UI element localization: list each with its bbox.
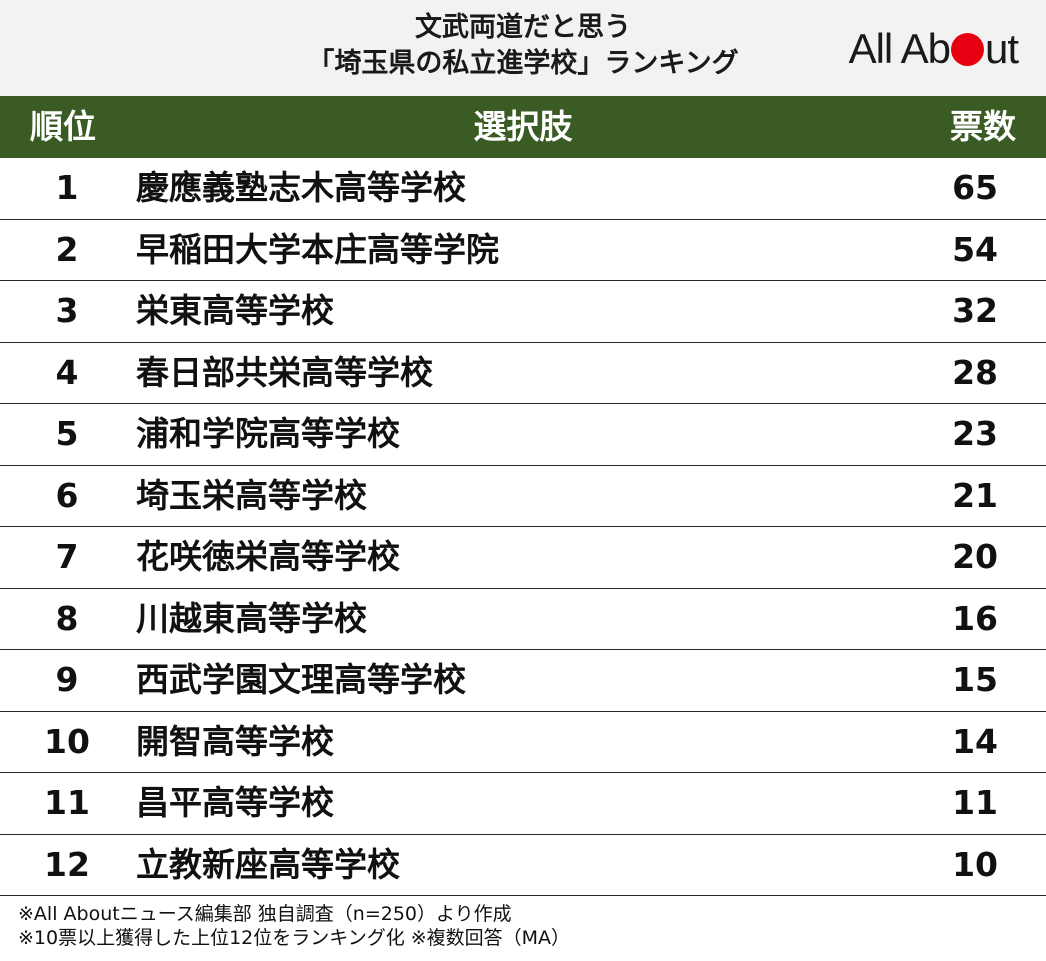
vote-count-cell: 14 bbox=[952, 721, 998, 761]
school-name-cell: 埼玉栄高等学校 bbox=[136, 475, 367, 515]
logo-text-end: ut bbox=[984, 25, 1019, 72]
column-header-name: 選択肢 bbox=[473, 107, 573, 146]
vote-count-cell: 23 bbox=[952, 414, 998, 453]
table-row: 11 昌平高等学校 11 bbox=[0, 773, 1046, 835]
table-row: 7 花咲徳栄高等学校 20 bbox=[0, 527, 1046, 589]
school-name-cell: 早稲田大学本庄高等学院 bbox=[136, 229, 499, 269]
vote-count-cell: 15 bbox=[952, 660, 998, 699]
vote-count-cell: 11 bbox=[952, 783, 998, 822]
school-name-cell: 栄東高等学校 bbox=[136, 291, 334, 330]
rank-cell: 10 bbox=[44, 721, 90, 761]
table-row: 3 栄東高等学校 32 bbox=[0, 281, 1046, 343]
table-row: 2 早稲田大学本庄高等学院 54 bbox=[0, 220, 1046, 281]
chart-title-line1: 文武両道だと思う bbox=[415, 12, 631, 43]
logo-red-dot-icon bbox=[950, 33, 984, 66]
school-name-cell: 西武学園文理高等学校 bbox=[136, 660, 466, 699]
rank-cell: 12 bbox=[44, 844, 90, 884]
rank-cell: 11 bbox=[44, 783, 90, 822]
table-row: 8 川越東高等学校 16 bbox=[0, 589, 1046, 650]
rank-cell: 2 bbox=[55, 229, 79, 269]
vote-count-cell: 20 bbox=[952, 537, 998, 576]
school-name-cell: 昌平高等学校 bbox=[136, 783, 334, 822]
school-name-cell: 川越東高等学校 bbox=[136, 598, 367, 638]
footnote-method: ※10票以上獲得した上位12位をランキング化 ※複数回答（MA） bbox=[18, 927, 571, 949]
table-row: 6 埼玉栄高等学校 21 bbox=[0, 466, 1046, 527]
school-name-cell: 花咲徳栄高等学校 bbox=[136, 537, 400, 576]
vote-count-cell: 21 bbox=[952, 475, 998, 515]
rank-cell: 7 bbox=[55, 537, 79, 576]
school-name-cell: 開智高等学校 bbox=[136, 721, 334, 761]
rank-cell: 9 bbox=[55, 660, 79, 699]
footnote-source: ※All Aboutニュース編集部 独自調査（n=250）より作成 bbox=[18, 903, 512, 925]
column-header-votes: 票数 bbox=[950, 107, 1016, 146]
allabout-logo: All Ab ut bbox=[848, 25, 1019, 72]
vote-count-cell: 54 bbox=[952, 229, 998, 269]
table-row: 1 慶應義塾志木高等学校 65 bbox=[0, 158, 1046, 220]
rank-cell: 3 bbox=[55, 291, 79, 330]
rank-cell: 1 bbox=[55, 168, 79, 207]
rank-cell: 4 bbox=[55, 352, 79, 392]
school-name-cell: 慶應義塾志木高等学校 bbox=[136, 168, 466, 207]
vote-count-cell: 16 bbox=[952, 598, 998, 638]
vote-count-cell: 65 bbox=[952, 168, 998, 207]
table-header: 順位 選択肢 票数 bbox=[0, 96, 1046, 158]
rank-cell: 8 bbox=[55, 598, 79, 638]
ranking-table-body: 1 慶應義塾志木高等学校 65 2 早稲田大学本庄高等学院 54 3 栄東高等学校 32 4 春日部… bbox=[0, 158, 1046, 896]
table-row: 12 立教新座高等学校 10 bbox=[0, 835, 1046, 896]
vote-count-cell: 10 bbox=[952, 844, 998, 884]
table-row: 4 春日部共栄高等学校 28 bbox=[0, 343, 1046, 404]
table-row: 10 開智高等学校 14 bbox=[0, 712, 1046, 773]
chart-header: 文武両道だと思う 「埼玉県の私立進学校」ランキング All Ab ut bbox=[0, 0, 1046, 96]
column-header-rank: 順位 bbox=[30, 107, 96, 146]
table-row: 5 浦和学院高等学校 23 bbox=[0, 404, 1046, 466]
rank-cell: 5 bbox=[55, 414, 79, 453]
chart-title-line2: 「埼玉県の私立進学校」ランキング bbox=[307, 48, 739, 79]
vote-count-cell: 32 bbox=[952, 291, 998, 330]
footnotes: ※All Aboutニュース編集部 独自調査（n=250）より作成 ※10票以上… bbox=[18, 902, 570, 950]
logo-text-start: All Ab bbox=[848, 25, 951, 72]
school-name-cell: 立教新座高等学校 bbox=[136, 844, 400, 884]
vote-count-cell: 28 bbox=[952, 352, 998, 392]
table-row: 9 西武学園文理高等学校 15 bbox=[0, 650, 1046, 712]
school-name-cell: 春日部共栄高等学校 bbox=[136, 352, 433, 392]
school-name-cell: 浦和学院高等学校 bbox=[136, 414, 400, 453]
rank-cell: 6 bbox=[55, 475, 79, 515]
